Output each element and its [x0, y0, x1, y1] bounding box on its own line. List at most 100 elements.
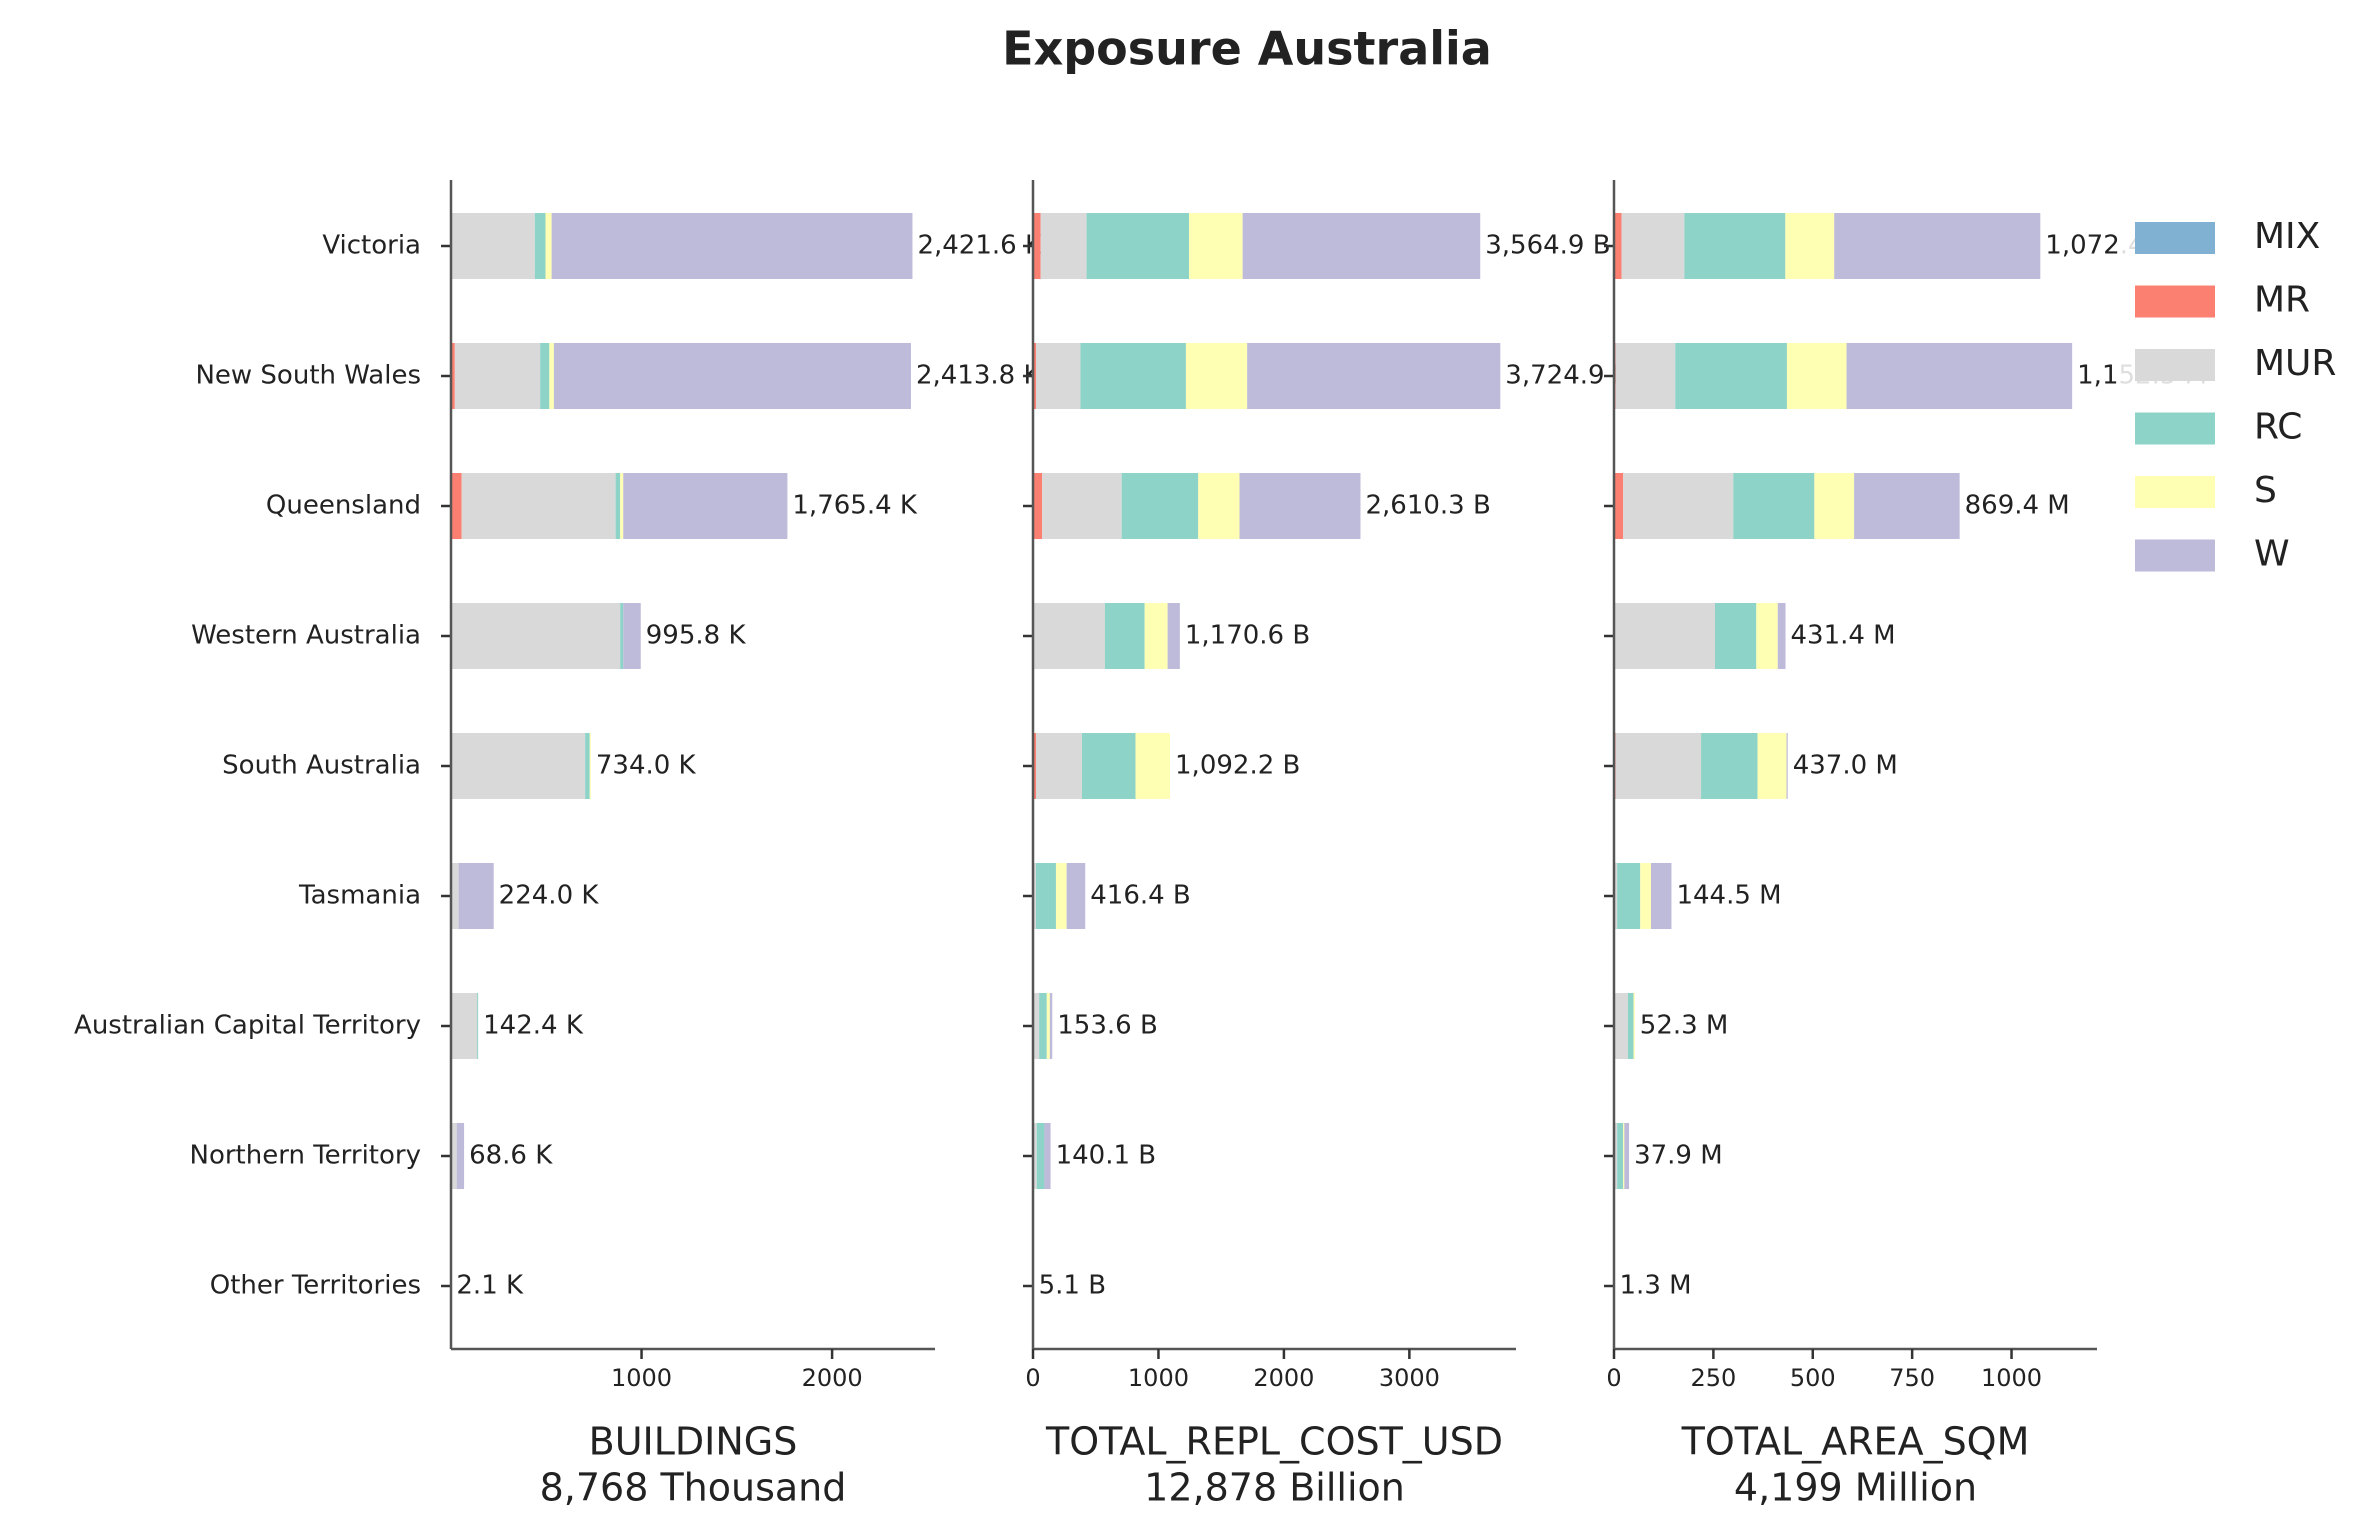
total-label: 1.3 M: [1620, 1271, 1692, 1301]
total-label: 1,765.4 K: [792, 491, 918, 521]
bar-segment: [1036, 863, 1056, 929]
y-tick-label: Victoria: [322, 231, 421, 261]
bar-segment: [1621, 213, 1685, 279]
bar-segment: [451, 733, 586, 799]
bar-segment: [1684, 213, 1786, 279]
y-tick-label: Northern Territory: [190, 1141, 421, 1171]
legend-label: MIX: [2254, 216, 2320, 257]
bar-segment: [1624, 1123, 1630, 1189]
bar-segment: [623, 473, 788, 539]
x-tick-label: 0: [1025, 1364, 1040, 1392]
total-label: 416.4 B: [1090, 881, 1191, 911]
bar-segment: [1080, 343, 1186, 409]
legend-swatch: [2135, 222, 2215, 254]
bar-segment: [1633, 993, 1635, 1059]
bar-segment: [1081, 733, 1136, 799]
chart-title: Exposure Australia: [1002, 22, 1492, 76]
bar-segment: [1814, 473, 1855, 539]
total-label: 431.4 M: [1790, 621, 1895, 651]
bar-segment: [1033, 473, 1043, 539]
bar-segment: [456, 1123, 465, 1189]
bar-segment: [1033, 733, 1037, 799]
bar-segment: [1033, 1123, 1037, 1189]
total-label: 1,170.6 B: [1185, 621, 1310, 651]
bar-segment: [1144, 603, 1168, 669]
bar-segment: [1185, 343, 1248, 409]
x-tick-label: 500: [1790, 1364, 1836, 1392]
total-label: 437.0 M: [1793, 751, 1898, 781]
x-axis-total: 12,878 Billion: [1144, 1466, 1405, 1510]
bar-segment: [1033, 863, 1037, 929]
bar-segment: [1617, 863, 1641, 929]
bar-segment: [1615, 343, 1676, 409]
x-axis-total: 4,199 Million: [1734, 1466, 1977, 1510]
bar-segment: [1786, 733, 1788, 799]
bar-segment: [451, 603, 621, 669]
x-tick-label: 0: [1606, 1364, 1621, 1392]
bar-segment: [1786, 343, 1847, 409]
legend-swatch: [2135, 349, 2215, 381]
bar-segment: [1623, 473, 1734, 539]
total-label: 734.0 K: [596, 751, 697, 781]
bar-segment: [1121, 473, 1199, 539]
x-tick-label: 1000: [611, 1364, 672, 1392]
bar-segment: [1650, 863, 1672, 929]
y-tick-label: New South Wales: [195, 361, 421, 391]
bar-segment: [553, 343, 911, 409]
total-label: 224.0 K: [499, 881, 600, 911]
total-label: 144.5 M: [1676, 881, 1781, 911]
bar-segment: [1623, 1123, 1625, 1189]
bar-segment: [1757, 733, 1787, 799]
bar-segment: [1189, 213, 1243, 279]
y-tick-label: Australian Capital Territory: [74, 1011, 421, 1041]
bar-segment: [545, 213, 552, 279]
total-label: 2,421.6 K: [917, 231, 1043, 261]
total-label: 142.4 K: [483, 1011, 584, 1041]
x-tick-label: 2000: [1253, 1364, 1314, 1392]
bar-segment: [1614, 1123, 1618, 1189]
x-tick-label: 1000: [1128, 1364, 1189, 1392]
bar-segment: [1055, 863, 1067, 929]
total-label: 52.3 M: [1640, 1011, 1729, 1041]
bar-segment: [1614, 603, 1715, 669]
total-label: 1,092.2 B: [1175, 751, 1300, 781]
bar-segment: [451, 343, 455, 409]
legend-swatch: [2135, 539, 2215, 572]
x-axis-label: TOTAL_AREA_SQM: [1681, 1420, 2030, 1464]
total-label: 3,564.9 B: [1485, 231, 1610, 261]
bar-segment: [461, 473, 616, 539]
bar-segment: [1049, 993, 1053, 1059]
bar-segment: [585, 733, 590, 799]
y-tick-label: South Australia: [222, 751, 421, 781]
bar-segment: [551, 213, 913, 279]
bar-segment: [1615, 733, 1702, 799]
bar-segment: [1033, 213, 1041, 279]
bar-segment: [1614, 993, 1628, 1059]
bar-segment: [1714, 603, 1757, 669]
bar-segment: [1198, 473, 1240, 539]
bar-segment: [1614, 213, 1622, 279]
bar-segment: [451, 213, 535, 279]
bar-segment: [620, 473, 624, 539]
bar-segment: [1640, 863, 1651, 929]
bar-segment: [534, 213, 546, 279]
bar-segment: [451, 473, 462, 539]
bar-segment: [1701, 733, 1758, 799]
bar-segment: [1834, 213, 2041, 279]
bar-segment: [1247, 343, 1501, 409]
bar-segment: [1239, 473, 1361, 539]
bar-segment: [1033, 993, 1040, 1059]
legend-swatch: [2135, 476, 2215, 508]
total-label: 869.4 M: [1965, 491, 2070, 521]
bar-segment: [615, 473, 621, 539]
legend-label: W: [2254, 534, 2290, 575]
bar-segment: [1044, 1123, 1051, 1189]
x-axis-label: TOTAL_REPL_COST_USD: [1045, 1420, 1503, 1464]
bar-segment: [451, 1123, 457, 1189]
bar-segment: [1036, 343, 1081, 409]
bar-segment: [477, 993, 479, 1059]
bar-segment: [1033, 603, 1105, 669]
total-label: 153.6 B: [1057, 1011, 1158, 1041]
bar-segment: [1033, 343, 1037, 409]
